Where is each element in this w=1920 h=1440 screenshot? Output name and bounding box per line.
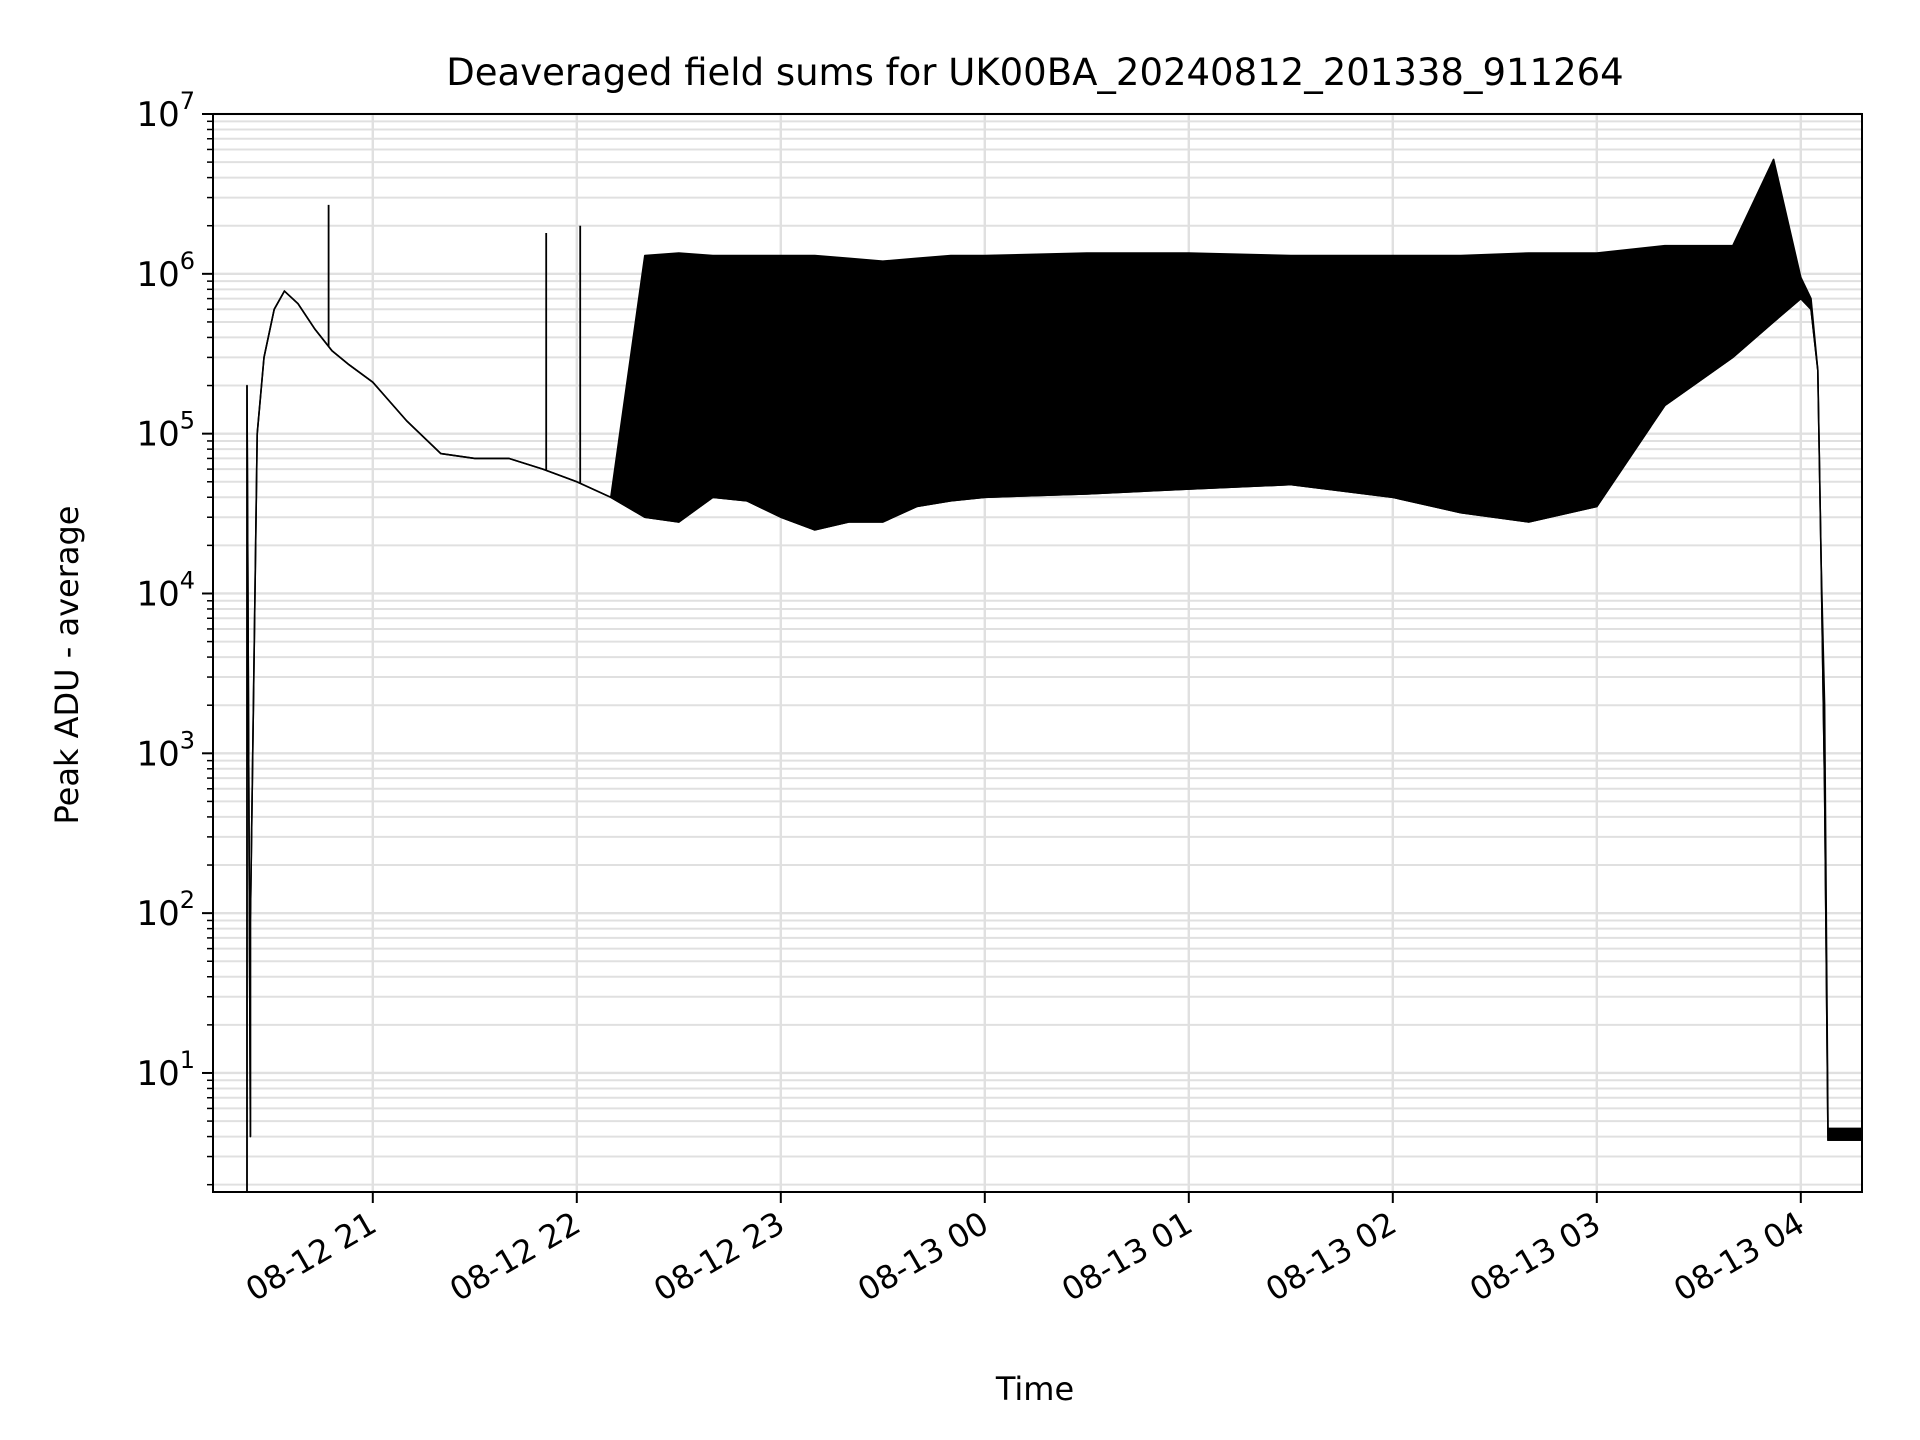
y-tick-label: 105 bbox=[136, 407, 195, 455]
y-tick-label: 104 bbox=[136, 566, 195, 614]
y-axis: 101 102 103 104 105 106 107 bbox=[136, 87, 213, 1186]
y-tick-label: 106 bbox=[136, 247, 195, 295]
series-lower-line bbox=[246, 289, 1862, 1192]
chart-title: Deaveraged field sums for UK00BA_2024081… bbox=[446, 51, 1623, 94]
y-tick-label: 101 bbox=[136, 1046, 195, 1094]
plot-frame bbox=[212, 113, 1863, 1193]
x-axis-label: Time bbox=[995, 1370, 1074, 1408]
y-tick-label: 102 bbox=[136, 886, 195, 934]
y-tick-label: 107 bbox=[136, 87, 195, 135]
y-tick-label: 103 bbox=[136, 726, 195, 774]
y-axis-label: Peak ADU - average bbox=[48, 506, 86, 825]
